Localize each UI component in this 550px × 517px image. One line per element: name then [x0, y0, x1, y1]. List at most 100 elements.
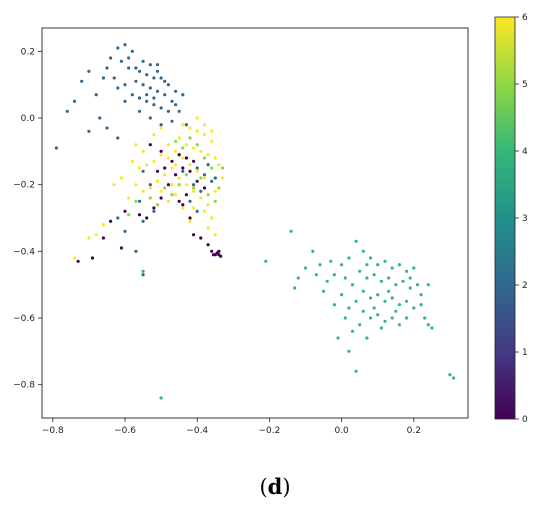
data-point-2-35 — [87, 69, 91, 73]
data-point-2-72 — [105, 66, 109, 70]
data-point-6-46 — [159, 126, 163, 130]
data-point-0-15 — [76, 259, 80, 263]
plot-frame — [41, 27, 469, 419]
data-point-2-59 — [116, 216, 120, 220]
data-points — [54, 43, 456, 400]
data-point-2-70 — [181, 169, 185, 173]
data-point-6-6 — [184, 143, 188, 147]
data-point-6-51 — [188, 163, 192, 167]
data-point-2-50 — [177, 109, 181, 113]
data-point-2-20 — [130, 93, 134, 97]
data-point-2-47 — [152, 96, 156, 100]
data-point-6-1 — [188, 126, 192, 130]
data-point-4-70 — [322, 289, 326, 293]
data-point-0-30 — [163, 166, 167, 170]
data-point-0-1 — [184, 156, 188, 160]
data-point-5-3 — [210, 166, 214, 170]
data-point-2-24 — [159, 106, 163, 110]
data-point-4-36 — [390, 296, 394, 300]
y-tick-label: −0.2 — [13, 181, 35, 191]
x-tick-label: −0.4 — [186, 426, 208, 436]
data-point-2-56 — [152, 209, 156, 213]
data-point-6-17 — [177, 176, 181, 180]
data-point-4-16 — [397, 263, 401, 267]
data-point-2-33 — [101, 76, 105, 80]
data-point-4-11 — [293, 286, 297, 290]
data-point-4-42 — [347, 306, 351, 310]
data-point-4-30 — [332, 273, 336, 277]
data-point-2-49 — [170, 99, 174, 103]
data-point-6-59 — [134, 143, 138, 147]
data-point-2-65 — [192, 183, 196, 187]
data-point-4-74 — [159, 396, 163, 400]
data-point-4-6 — [311, 249, 315, 253]
data-point-0-33 — [202, 186, 207, 190]
data-point-4-51 — [358, 323, 362, 327]
data-point-2-6 — [109, 56, 113, 60]
x-tick-label: −0.6 — [114, 426, 136, 436]
data-point-2-71 — [195, 209, 199, 213]
data-point-0-31 — [155, 169, 160, 173]
data-point-2-63 — [202, 173, 207, 177]
data-point-6-8 — [199, 149, 203, 153]
data-point-6-55 — [174, 163, 178, 167]
data-point-2-61 — [141, 273, 145, 277]
data-point-4-52 — [350, 329, 355, 333]
data-point-2-66 — [199, 189, 203, 193]
data-point-4-46 — [368, 316, 373, 320]
data-point-4-0 — [354, 239, 358, 243]
data-point-0-9 — [145, 216, 149, 220]
data-point-2-5 — [155, 63, 160, 67]
data-point-4-21 — [372, 273, 376, 277]
figure-caption: (d) — [0, 474, 550, 499]
data-point-2-22 — [145, 99, 149, 103]
data-point-6-26 — [134, 183, 138, 187]
data-point-2-14 — [174, 89, 178, 93]
data-point-6-0 — [181, 123, 185, 127]
data-point-4-12 — [368, 256, 373, 260]
colorbar-tick-label: 0 — [522, 415, 528, 425]
data-point-6-57 — [170, 183, 174, 187]
data-point-4-33 — [368, 296, 373, 300]
data-point-6-21 — [206, 203, 210, 207]
colorbar: 0 1 2 3 4 5 6 — [494, 13, 528, 425]
data-point-4-18 — [412, 266, 416, 270]
data-point-6-36 — [166, 199, 170, 203]
data-point-0-8 — [152, 206, 156, 210]
data-point-5-13 — [174, 139, 178, 143]
data-point-2-57 — [141, 219, 145, 223]
data-point-4-3 — [340, 263, 344, 267]
data-point-4-48 — [383, 319, 387, 323]
data-point-5-14 — [155, 203, 160, 207]
data-point-5-7 — [177, 183, 181, 187]
data-point-2-52 — [184, 123, 188, 127]
data-point-0-18 — [188, 216, 192, 220]
data-point-6-48 — [195, 116, 199, 120]
data-point-4-29 — [343, 276, 347, 280]
data-point-4-22 — [379, 279, 383, 283]
y-tick-label: 0.2 — [21, 47, 35, 57]
data-point-4-53 — [343, 316, 347, 320]
data-point-5-12 — [181, 146, 185, 150]
data-point-4-31 — [325, 279, 329, 283]
data-point-6-2 — [195, 129, 199, 133]
y-axis: 0.2 0.0 −0.2 −0.4 −0.6 −0.8 — [13, 47, 42, 391]
data-point-6-10 — [213, 156, 217, 160]
data-point-2-12 — [159, 76, 163, 80]
data-point-4-40 — [419, 303, 423, 307]
data-point-2-17 — [148, 86, 152, 90]
data-point-6-32 — [202, 209, 207, 213]
data-point-6-24 — [148, 186, 152, 190]
colorbar-tick-label: 1 — [522, 348, 528, 358]
data-point-6-44 — [72, 256, 77, 260]
data-point-2-51 — [181, 93, 185, 97]
data-point-0-17 — [181, 203, 185, 207]
data-point-6-47 — [166, 143, 170, 147]
data-point-2-32 — [116, 86, 120, 90]
data-point-4-37 — [397, 303, 401, 307]
data-point-2-39 — [105, 126, 109, 130]
y-tick-label: −0.6 — [13, 314, 35, 324]
data-point-6-28 — [130, 159, 134, 163]
data-point-6-45 — [152, 133, 156, 137]
colorbar-tick-label: 5 — [522, 80, 528, 90]
